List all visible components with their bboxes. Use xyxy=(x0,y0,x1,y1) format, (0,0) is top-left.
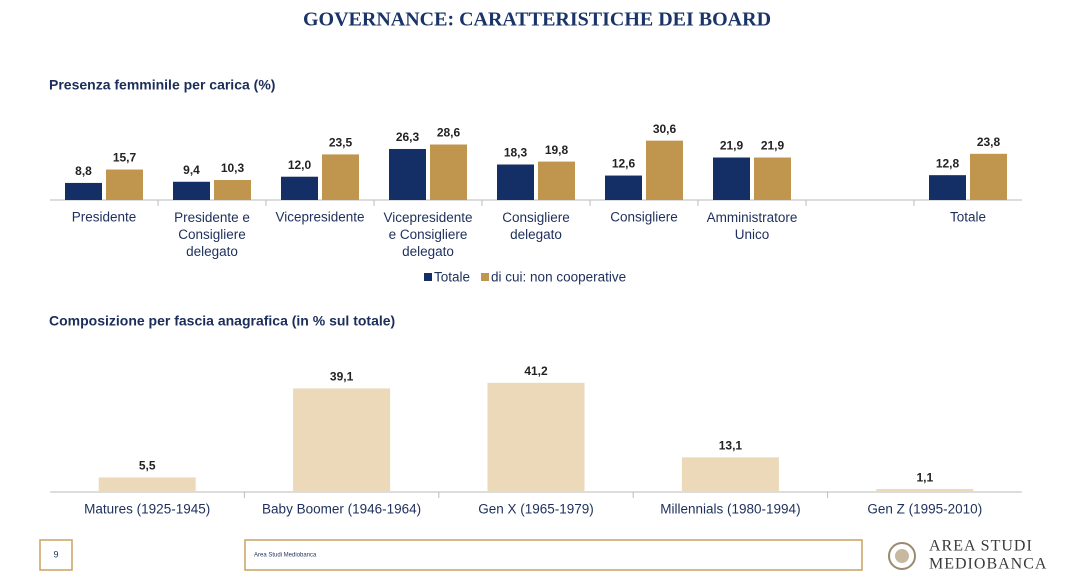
x-tick-label: Millennials (1980-1994) xyxy=(660,502,800,517)
x-tick-label: Totale xyxy=(950,210,986,225)
bar xyxy=(106,169,143,200)
chart-title: Presenza femminile per carica (%) xyxy=(49,77,275,93)
data-label: 21,9 xyxy=(720,139,744,153)
x-tick-label: Vicepresidente xyxy=(275,210,364,225)
data-label: 10,3 xyxy=(221,161,245,175)
data-label: 9,4 xyxy=(183,163,200,177)
data-label: 13,1 xyxy=(719,438,743,452)
bar xyxy=(322,154,359,200)
source: Area Studi Mediobanca xyxy=(254,553,317,559)
x-tick-label: Consigliere xyxy=(610,210,678,225)
legend-label: Totale xyxy=(434,270,470,285)
data-label: 19,8 xyxy=(545,143,569,157)
legend-swatch xyxy=(481,273,490,281)
x-tick-label: Baby Boomer (1946-1964) xyxy=(262,502,421,517)
bar xyxy=(646,140,683,200)
data-label: 12,6 xyxy=(612,157,636,171)
bar xyxy=(430,144,467,200)
logo-mark xyxy=(895,549,909,563)
data-label: 26,3 xyxy=(396,130,420,144)
bar xyxy=(281,176,318,200)
page-box xyxy=(39,539,73,571)
data-label: 15,7 xyxy=(113,151,137,165)
data-label: 41,2 xyxy=(524,364,548,378)
x-tick-label: Presidente xyxy=(72,210,137,225)
data-label: 12,0 xyxy=(288,158,312,172)
x-tick-label: Matures (1925-1945) xyxy=(84,502,210,517)
data-label: 30,6 xyxy=(653,122,677,136)
bar xyxy=(65,182,102,200)
bar xyxy=(98,477,196,492)
x-tick-label: Gen X (1965-1979) xyxy=(478,502,594,517)
bar xyxy=(487,382,585,492)
legend-label: di cui: non cooperative xyxy=(491,270,626,285)
bar xyxy=(876,489,974,492)
bar xyxy=(293,388,391,492)
x-tick-label: Presidente e Consigliere delegato xyxy=(174,210,250,259)
data-label: 18,3 xyxy=(504,146,528,160)
chart-title: Composizione per fascia anagrafica (in %… xyxy=(49,313,395,329)
data-label: 23,8 xyxy=(977,135,1001,149)
bar xyxy=(754,157,791,200)
data-label: 5,5 xyxy=(139,459,156,473)
data-label: 21,9 xyxy=(761,139,785,153)
bar xyxy=(970,153,1007,200)
page-title: GOVERNANCE: CARATTERISTICHE DEI BOARD xyxy=(303,9,771,31)
data-label: 8,8 xyxy=(75,164,92,178)
x-tick-label: Amministratore Unico xyxy=(707,210,798,242)
bar xyxy=(538,161,575,200)
bar xyxy=(214,180,251,200)
data-label: 1,1 xyxy=(916,470,933,484)
page-number: 9 xyxy=(53,549,58,559)
source-box xyxy=(244,539,863,571)
data-label: 12,8 xyxy=(936,156,960,170)
bar xyxy=(389,148,426,200)
data-label: 28,6 xyxy=(437,126,461,140)
legend-swatch xyxy=(424,273,432,281)
logo-mark xyxy=(888,542,916,570)
logo-text: AREA STUDI xyxy=(929,538,1033,555)
data-label: 39,1 xyxy=(330,370,354,384)
bar xyxy=(605,175,642,200)
x-tick-label: Gen Z (1995-2010) xyxy=(867,502,982,517)
bar xyxy=(713,157,750,200)
bar xyxy=(173,181,210,200)
bar xyxy=(681,457,779,492)
logo-text: MEDIOBANCA xyxy=(929,556,1047,573)
data-label: 23,5 xyxy=(329,136,353,150)
x-tick-label: Vicepresidente e Consigliere delegato xyxy=(383,210,472,259)
bar xyxy=(497,164,534,200)
bar xyxy=(929,175,966,200)
x-tick-label: Consigliere delegato xyxy=(502,210,570,242)
